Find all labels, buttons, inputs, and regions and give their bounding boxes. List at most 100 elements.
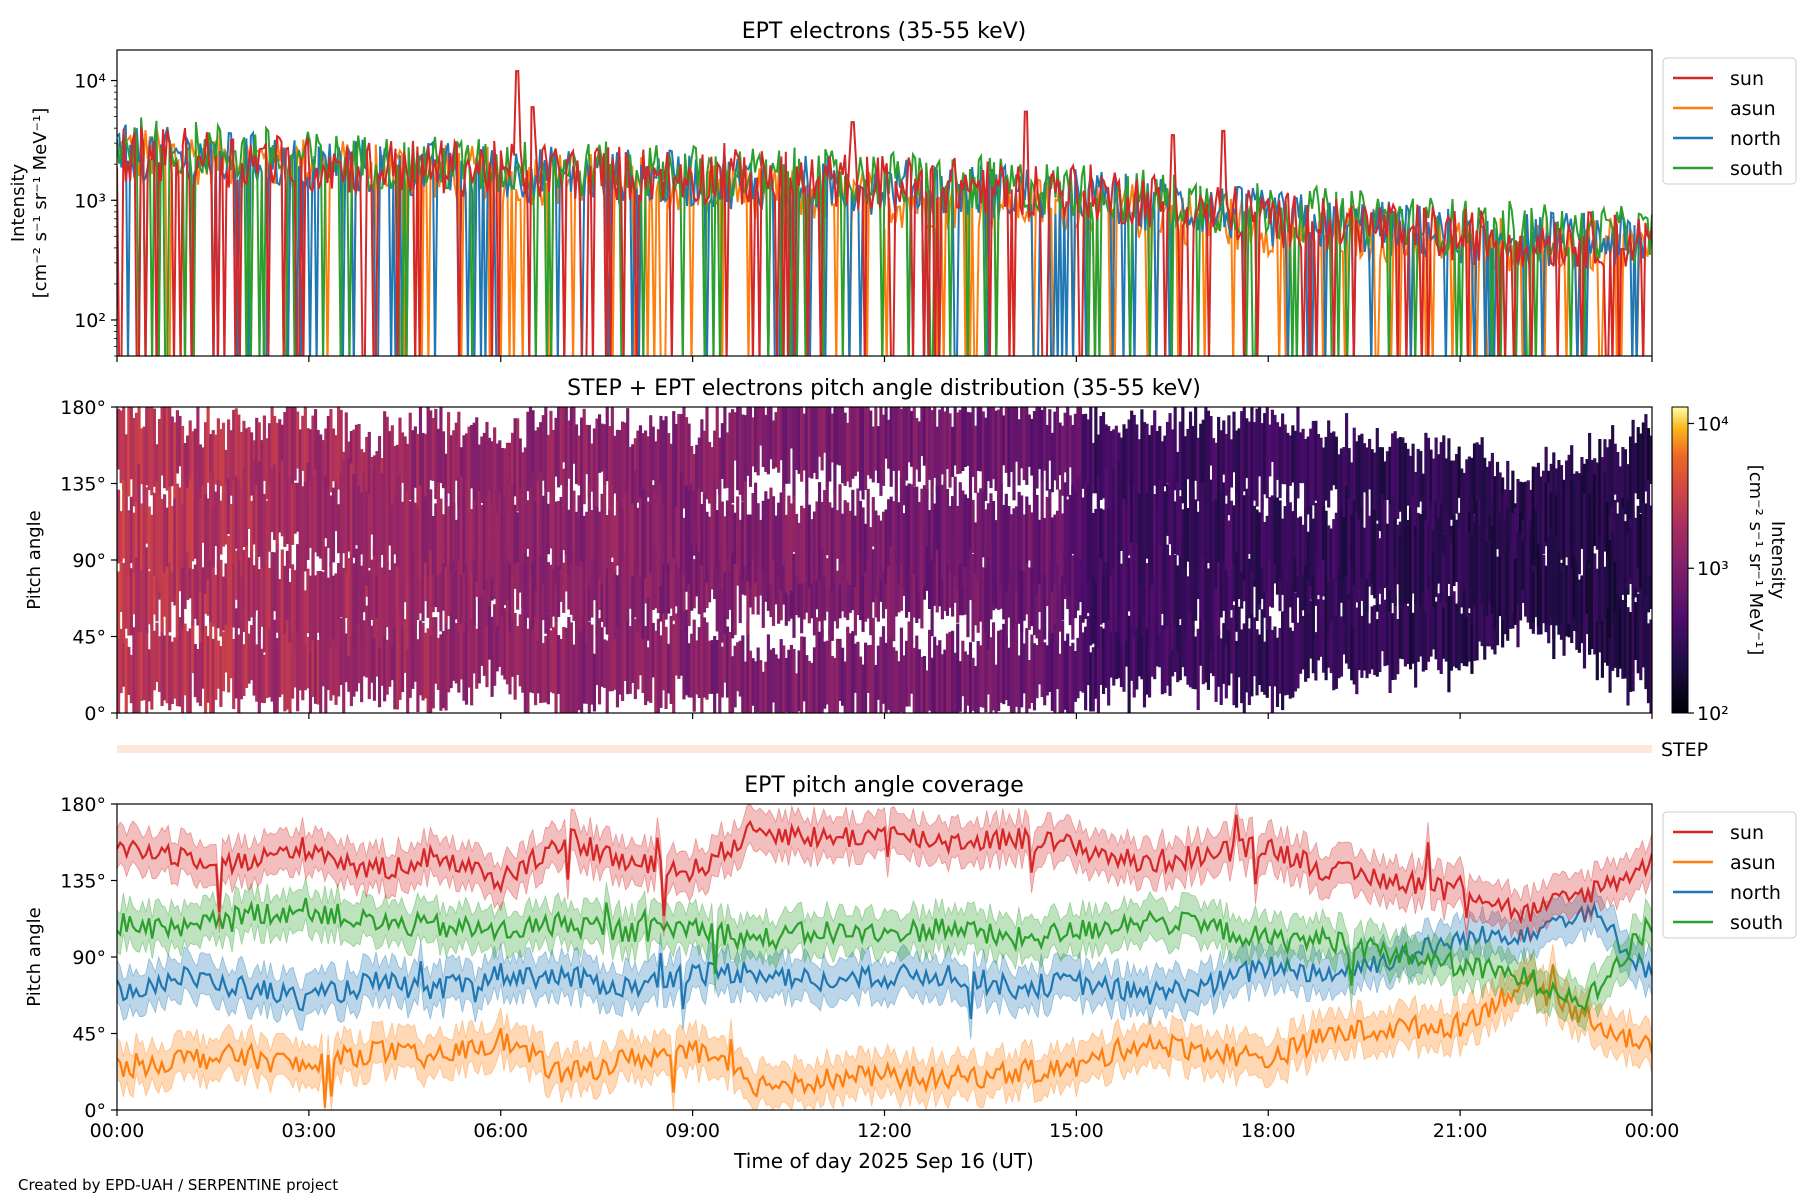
legend-label-north: north bbox=[1730, 128, 1781, 150]
heatmap-cell bbox=[889, 616, 893, 713]
heatmap-cell bbox=[1483, 533, 1487, 614]
heatmap-cell bbox=[1462, 472, 1466, 534]
heatmap-cell bbox=[1101, 412, 1106, 499]
heatmap-cell bbox=[1608, 592, 1612, 693]
heatmap-cell bbox=[792, 648, 796, 713]
heatmap-cell bbox=[273, 463, 277, 540]
heatmap-cell bbox=[526, 628, 530, 713]
heatmap-cell bbox=[1452, 591, 1456, 667]
colorbar-label-line2: [cm⁻² s⁻¹ sr⁻¹ MeV⁻¹] bbox=[1745, 465, 1766, 656]
heatmap-cell bbox=[270, 469, 274, 533]
heatmap-cell bbox=[221, 631, 226, 692]
y-tick-label: 90° bbox=[72, 947, 106, 969]
heatmap-cell bbox=[1119, 471, 1124, 551]
heatmap-cell bbox=[664, 416, 668, 494]
heatmap-cell bbox=[321, 571, 325, 628]
heatmap-cell bbox=[380, 567, 384, 631]
heatmap-cell bbox=[1608, 540, 1612, 638]
heatmap-cell bbox=[339, 569, 343, 618]
heatmap-cell bbox=[945, 633, 950, 713]
legend-label-south: south bbox=[1730, 158, 1783, 180]
heatmap-cell bbox=[1557, 470, 1561, 555]
heatmap-cell bbox=[536, 614, 540, 694]
heatmap-cell bbox=[301, 556, 305, 646]
heatmap-cell bbox=[828, 407, 832, 482]
heatmap-cell bbox=[1183, 600, 1187, 677]
heatmap-cell bbox=[1628, 612, 1633, 692]
heatmap-cell bbox=[869, 410, 873, 479]
heatmap-cell bbox=[851, 407, 855, 479]
heatmap-cell bbox=[1081, 414, 1085, 489]
heatmap-cell bbox=[746, 514, 750, 582]
heatmap-cell bbox=[1142, 422, 1147, 521]
heatmap-cell bbox=[853, 515, 857, 587]
heatmap-cell bbox=[324, 428, 328, 502]
heatmap-cell bbox=[516, 626, 520, 675]
heatmap-cell bbox=[296, 411, 300, 469]
heatmap-cell bbox=[856, 641, 860, 713]
heatmap-cell bbox=[853, 643, 857, 693]
heatmap-cell bbox=[971, 554, 975, 642]
heatmap-cell bbox=[787, 407, 791, 484]
heatmap-cell bbox=[725, 500, 730, 559]
heatmap-cell bbox=[362, 562, 366, 613]
heatmap-cell bbox=[1452, 460, 1456, 520]
heatmap-cell bbox=[974, 522, 978, 575]
heatmap-cell bbox=[1623, 584, 1628, 679]
heatmap-cell bbox=[1076, 407, 1080, 490]
heatmap-cell bbox=[1291, 553, 1295, 623]
heatmap-cell bbox=[211, 638, 215, 713]
heatmap-cell bbox=[869, 644, 873, 713]
heatmap-cell bbox=[500, 535, 504, 616]
heatmap-cell bbox=[444, 609, 448, 711]
heatmap-cell bbox=[216, 418, 220, 508]
heatmap-cell bbox=[349, 626, 353, 707]
heatmap-cell bbox=[623, 551, 627, 623]
heatmap-cell bbox=[774, 515, 778, 599]
heatmap-cell bbox=[508, 544, 512, 632]
heatmap-cell bbox=[1483, 457, 1487, 523]
heatmap-cell bbox=[334, 573, 338, 648]
heatmap-cell bbox=[1153, 410, 1157, 486]
heatmap-cell bbox=[697, 487, 701, 552]
heatmap-cell bbox=[1288, 627, 1292, 699]
colorbar-tick-label: 10³ bbox=[1697, 558, 1729, 580]
heatmap-cell bbox=[910, 411, 914, 467]
heatmap-cell bbox=[1373, 452, 1377, 522]
heatmap-cell bbox=[1035, 494, 1039, 596]
heatmap-cell bbox=[1053, 514, 1057, 585]
heatmap-cell bbox=[1306, 531, 1310, 580]
heatmap-cell bbox=[147, 407, 151, 490]
heatmap-cell bbox=[175, 410, 179, 474]
heatmap-cell bbox=[879, 407, 883, 496]
heatmap-cell bbox=[173, 422, 177, 517]
heatmap-cell bbox=[620, 421, 625, 516]
heatmap-cell bbox=[1058, 489, 1062, 586]
heatmap-cell bbox=[761, 527, 765, 628]
heatmap-cell bbox=[590, 443, 594, 492]
heatmap-cell bbox=[1094, 607, 1098, 699]
heatmap-cell bbox=[1301, 524, 1305, 576]
heatmap-cell bbox=[1598, 538, 1602, 625]
heatmap-cell bbox=[1600, 523, 1604, 621]
heatmap-cell bbox=[1081, 497, 1085, 599]
heatmap-cell bbox=[137, 557, 141, 632]
coverage-line-sun bbox=[117, 814, 1652, 925]
heatmap-cell bbox=[1472, 582, 1477, 661]
heatmap-cell bbox=[1032, 493, 1037, 587]
heatmap-cell bbox=[459, 549, 463, 625]
heatmap-cell bbox=[344, 412, 348, 497]
heatmap-cell bbox=[817, 565, 822, 622]
heatmap-cell bbox=[1613, 562, 1617, 611]
heatmap-cell bbox=[1048, 631, 1052, 692]
heatmap-cell bbox=[487, 600, 492, 660]
heatmap-cell bbox=[398, 417, 402, 497]
heatmap-cell bbox=[536, 540, 540, 641]
heatmap-cell bbox=[178, 617, 182, 707]
heatmap-cell bbox=[590, 624, 594, 705]
heatmap-cell bbox=[1437, 593, 1441, 671]
heatmap-cell bbox=[1465, 459, 1469, 542]
heatmap-cell bbox=[1485, 541, 1489, 616]
heatmap-cell bbox=[608, 426, 612, 522]
heatmap-cell bbox=[915, 418, 919, 470]
